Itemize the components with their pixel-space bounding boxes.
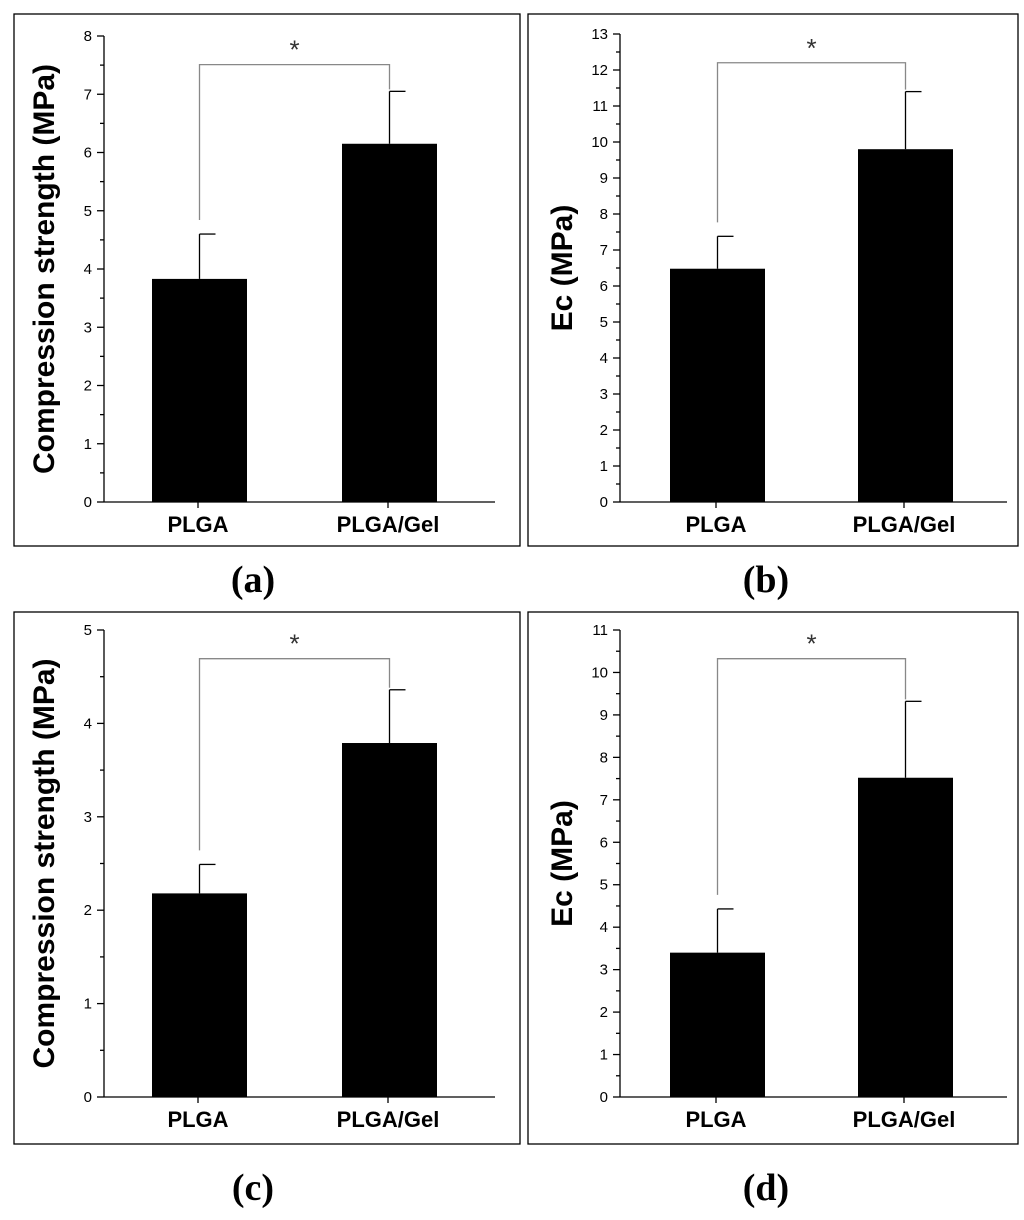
x-category-label: PLGA/Gel	[337, 1107, 440, 1132]
panel-frame	[13, 611, 521, 1145]
bar-plga	[670, 268, 765, 502]
y-tick-label: 7	[84, 86, 92, 103]
y-tick-label: 5	[84, 203, 92, 220]
panel-label: (c)	[232, 1167, 274, 1209]
y-tick-label: 2	[84, 378, 92, 395]
y-tick-label: 9	[600, 707, 608, 724]
significance-marker: *	[806, 33, 816, 63]
y-tick-label: 7	[600, 242, 608, 259]
y-tick-label: 2	[600, 422, 608, 439]
y-tick-label: 10	[591, 134, 608, 151]
y-tick-label: 0	[84, 494, 92, 511]
y-tick-label: 0	[84, 1089, 92, 1106]
y-tick-label: 0	[600, 494, 608, 511]
x-category-label: PLGA	[685, 1107, 746, 1132]
y-axis-title: Ec (MPa)	[546, 800, 579, 927]
bar-plga	[152, 893, 247, 1097]
panel-frame	[527, 611, 1019, 1145]
panel-label: (a)	[231, 559, 275, 601]
y-tick-label: 1	[600, 458, 608, 475]
y-tick-label: 2	[84, 902, 92, 919]
y-tick-label: 11	[592, 98, 608, 115]
bar-plga-gel	[858, 149, 953, 502]
x-category-label: PLGA/Gel	[853, 1107, 956, 1132]
panel-frame	[13, 13, 521, 547]
bar-plga	[152, 278, 247, 502]
y-tick-label: 9	[600, 170, 608, 187]
x-category-label: PLGA	[167, 512, 228, 537]
y-tick-label: 4	[600, 350, 608, 367]
panel-frame	[527, 13, 1019, 547]
y-tick-label: 3	[84, 809, 92, 826]
panel-label: (b)	[743, 559, 789, 601]
y-tick-label: 2	[600, 1004, 608, 1021]
y-tick-label: 13	[591, 26, 608, 43]
chart-panel: 0 1 2 3 4 5 6 7 8 PLGA PLGA/Gel * Compression streng…	[13, 13, 521, 601]
y-tick-label: 3	[600, 386, 608, 403]
y-tick-label: 7	[600, 792, 608, 809]
significance-marker: *	[806, 629, 816, 659]
significance-bracket	[198, 658, 391, 851]
x-category-label: PLGA	[167, 1107, 228, 1132]
y-tick-label: 6	[600, 834, 608, 851]
chart-panel: 0 1 2 3 4 5 6 7 8 9 10 11 PLGA PLGA/Gel * Ec (MPa) (d)	[527, 611, 1019, 1209]
y-tick-label: 4	[600, 919, 608, 936]
y-tick-label: 4	[84, 715, 92, 732]
y-tick-label: 11	[592, 622, 608, 639]
significance-bracket	[198, 63, 391, 221]
y-tick-label: 3	[600, 962, 608, 979]
chart-panel: 0 1 2 3 4 5 PLGA PLGA/Gel * Compression strength …	[13, 611, 521, 1209]
y-tick-label: 5	[600, 877, 608, 894]
y-tick-label: 6	[600, 278, 608, 295]
significance-marker: *	[289, 35, 299, 65]
bar-plga-gel	[342, 743, 437, 1097]
y-tick-label: 3	[84, 319, 92, 336]
panel-label: (d)	[743, 1167, 789, 1209]
y-tick-label: 0	[600, 1089, 608, 1106]
y-tick-label: 4	[84, 261, 92, 278]
y-tick-label: 6	[84, 145, 92, 162]
x-category-label: PLGA/Gel	[853, 512, 956, 537]
y-tick-label: 8	[600, 206, 608, 223]
bar-plga-gel	[858, 777, 953, 1097]
y-axis-title: Ec (MPa)	[546, 205, 579, 332]
y-tick-label: 1	[84, 436, 92, 453]
y-axis-title: Compression strength (MPa)	[28, 64, 61, 474]
significance-marker: *	[289, 629, 299, 659]
significance-bracket	[716, 658, 907, 895]
y-tick-label: 12	[591, 62, 608, 79]
bar-plga-gel	[342, 143, 437, 502]
y-tick-label: 8	[84, 28, 92, 45]
y-tick-label: 1	[600, 1047, 608, 1064]
y-tick-label: 5	[84, 622, 92, 639]
x-category-label: PLGA/Gel	[337, 512, 440, 537]
y-tick-label: 8	[600, 749, 608, 766]
x-category-label: PLGA	[685, 512, 746, 537]
significance-bracket	[716, 62, 907, 223]
y-tick-label: 10	[591, 664, 608, 681]
y-tick-label: 5	[600, 314, 608, 331]
bar-plga	[670, 952, 765, 1097]
y-axis-title: Compression strength (MPa)	[28, 658, 61, 1068]
y-tick-label: 1	[84, 996, 92, 1013]
